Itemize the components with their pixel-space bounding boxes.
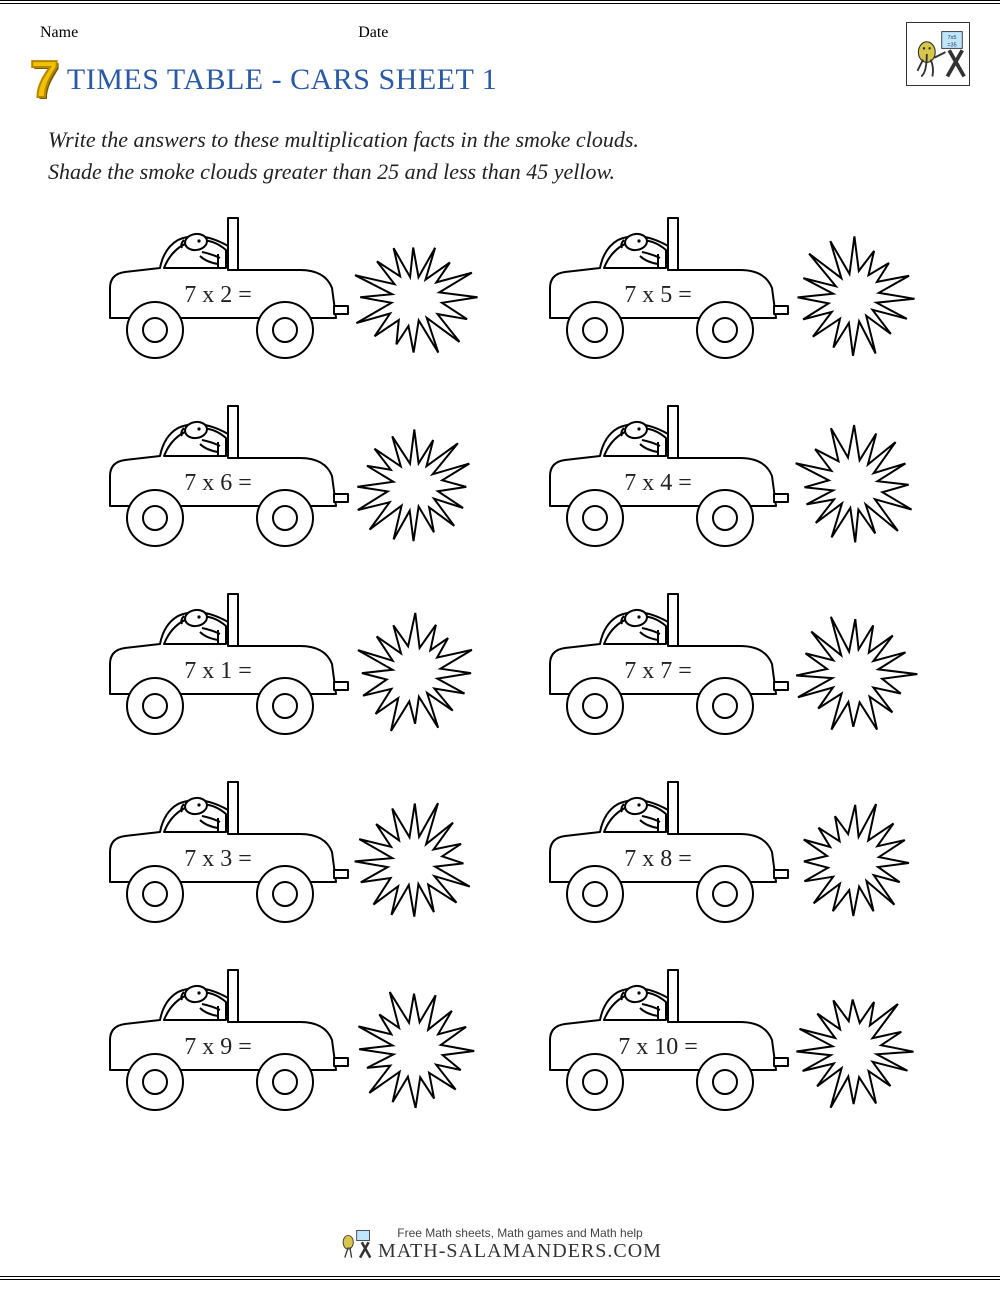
header: Name Date 7 TIMES TABLE - CARS SHEET 1 xyxy=(30,24,970,106)
problem-item: 7 x 5 = xyxy=(540,208,940,368)
smoke-cloud-icon xyxy=(346,236,482,360)
problem-item: 7 x 8 = xyxy=(540,772,940,932)
problem-item: 7 x 1 = xyxy=(100,584,500,744)
problem-item: 7 x 4 = xyxy=(540,396,940,556)
problem-expression: 7 x 8 = xyxy=(624,846,692,872)
problem-expression: 7 x 9 = xyxy=(184,1034,252,1060)
worksheet-title: TIMES TABLE - CARS SHEET 1 xyxy=(67,63,497,97)
car-icon: 7 x 8 = xyxy=(540,772,790,932)
problem-expression: 7 x 2 = xyxy=(184,282,252,308)
brand-logo: 7x5 =35 xyxy=(906,22,970,86)
worksheet-page: 7x5 =35 Name Date 7 TIMES TABLE - CARS S… xyxy=(0,0,1000,1280)
problem-expression: 7 x 1 = xyxy=(184,658,252,684)
car-icon: 7 x 10 = xyxy=(540,960,790,1120)
problem-item: 7 x 2 = xyxy=(100,208,500,368)
svg-text:7x5: 7x5 xyxy=(947,35,956,41)
problem-expression: 7 x 7 = xyxy=(624,658,692,684)
problem-expression: 7 x 10 = xyxy=(618,1034,698,1060)
title-number: 7 xyxy=(30,54,59,106)
smoke-cloud-icon xyxy=(346,424,482,548)
car-icon: 7 x 9 = xyxy=(100,960,350,1120)
footer-site: MATH-SALAMANDERS.COM xyxy=(378,1240,662,1263)
footer-tagline: Free Math sheets, Math games and Math he… xyxy=(378,1226,662,1240)
problem-expression: 7 x 4 = xyxy=(624,470,692,496)
problem-item: 7 x 7 = xyxy=(540,584,940,744)
car-icon: 7 x 5 = xyxy=(540,208,790,368)
smoke-cloud-icon xyxy=(346,612,482,736)
name-label: Name xyxy=(40,24,78,42)
car-icon: 7 x 3 = xyxy=(100,772,350,932)
car-icon: 7 x 7 = xyxy=(540,584,790,744)
car-icon: 7 x 2 = xyxy=(100,208,350,368)
smoke-cloud-icon xyxy=(786,236,922,360)
car-icon: 7 x 6 = xyxy=(100,396,350,556)
footer: Free Math sheets, Math games and Math he… xyxy=(0,1226,1000,1265)
problem-item: 7 x 10 = xyxy=(540,960,940,1120)
smoke-cloud-icon xyxy=(346,988,482,1112)
problem-item: 7 x 3 = xyxy=(100,772,500,932)
instruction-line-1: Write the answers to these multiplicatio… xyxy=(48,124,970,156)
smoke-cloud-icon xyxy=(786,988,922,1112)
instruction-line-2: Shade the smoke clouds greater than 25 a… xyxy=(48,156,970,188)
smoke-cloud-icon xyxy=(346,800,482,924)
problem-expression: 7 x 5 = xyxy=(624,282,692,308)
smoke-cloud-icon xyxy=(786,612,922,736)
problem-expression: 7 x 3 = xyxy=(184,846,252,872)
smoke-cloud-icon xyxy=(786,424,922,548)
problem-item: 7 x 9 = xyxy=(100,960,500,1120)
car-icon: 7 x 1 = xyxy=(100,584,350,744)
car-icon: 7 x 4 = xyxy=(540,396,790,556)
problems-grid: 7 x 2 = 7 x 5 = xyxy=(30,208,970,1120)
problem-item: 7 x 6 = xyxy=(100,396,500,556)
smoke-cloud-icon xyxy=(786,800,922,924)
svg-text:=35: =35 xyxy=(947,43,957,49)
instructions: Write the answers to these multiplicatio… xyxy=(48,124,970,188)
footer-logo-icon xyxy=(338,1227,372,1261)
date-label: Date xyxy=(358,24,388,42)
problem-expression: 7 x 6 = xyxy=(184,470,252,496)
